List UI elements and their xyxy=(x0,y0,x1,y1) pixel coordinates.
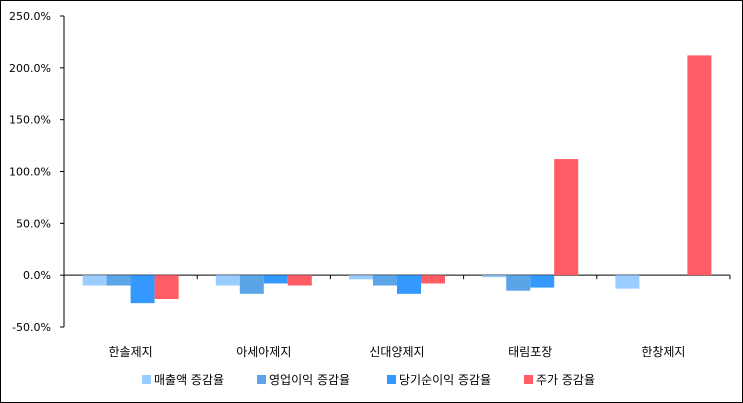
legend-swatch xyxy=(387,375,396,384)
bar xyxy=(130,275,155,304)
bar xyxy=(263,275,288,284)
y-tick-label: 250.0% xyxy=(9,10,51,23)
bar xyxy=(554,159,579,276)
legend-swatch xyxy=(257,375,266,384)
category-label: 한솔제지 xyxy=(109,345,153,359)
y-tick-label: 0.0% xyxy=(23,269,51,282)
bar xyxy=(287,275,312,286)
bar xyxy=(421,275,445,284)
category-label: 태림포장 xyxy=(508,345,552,359)
legend-swatch xyxy=(524,375,533,384)
bar xyxy=(239,275,264,294)
category-label: 한창제지 xyxy=(641,345,685,359)
category-label: 아세아제지 xyxy=(236,345,291,359)
legend-swatch xyxy=(142,375,151,384)
legend-label: 매출액 증감율 xyxy=(154,373,224,387)
legend: 매출액 증감율 영업이익 증감율 당기순이익 증감율 주가 증감율 xyxy=(142,373,595,387)
y-tick-label: -50.0% xyxy=(12,321,51,334)
bar xyxy=(106,275,131,286)
bar xyxy=(373,275,397,286)
y-tick-label: 50.0% xyxy=(16,217,51,230)
bar xyxy=(397,275,421,294)
bar xyxy=(349,275,373,280)
bar xyxy=(482,275,507,278)
category-label: 신대양제지 xyxy=(369,345,424,359)
bar xyxy=(215,275,240,286)
legend-label: 당기순이익 증감율 xyxy=(399,373,491,387)
y-tick-label: 100.0% xyxy=(9,166,51,179)
bar xyxy=(506,275,531,291)
bar xyxy=(154,275,179,300)
bar xyxy=(687,55,712,276)
axes: -50.0% 0.0% 50.0% 100.0% 150.0% 200.0% 250.0% 한… xyxy=(9,10,731,359)
bar xyxy=(82,275,107,286)
y-tick-label: 150.0% xyxy=(9,114,51,127)
legend-label: 주가 증감율 xyxy=(536,373,595,387)
legend-label: 영업이익 증감율 xyxy=(269,373,350,387)
bars xyxy=(82,55,712,304)
y-tick-label: 200.0% xyxy=(9,62,51,75)
bar xyxy=(615,275,640,289)
bar xyxy=(530,275,555,288)
